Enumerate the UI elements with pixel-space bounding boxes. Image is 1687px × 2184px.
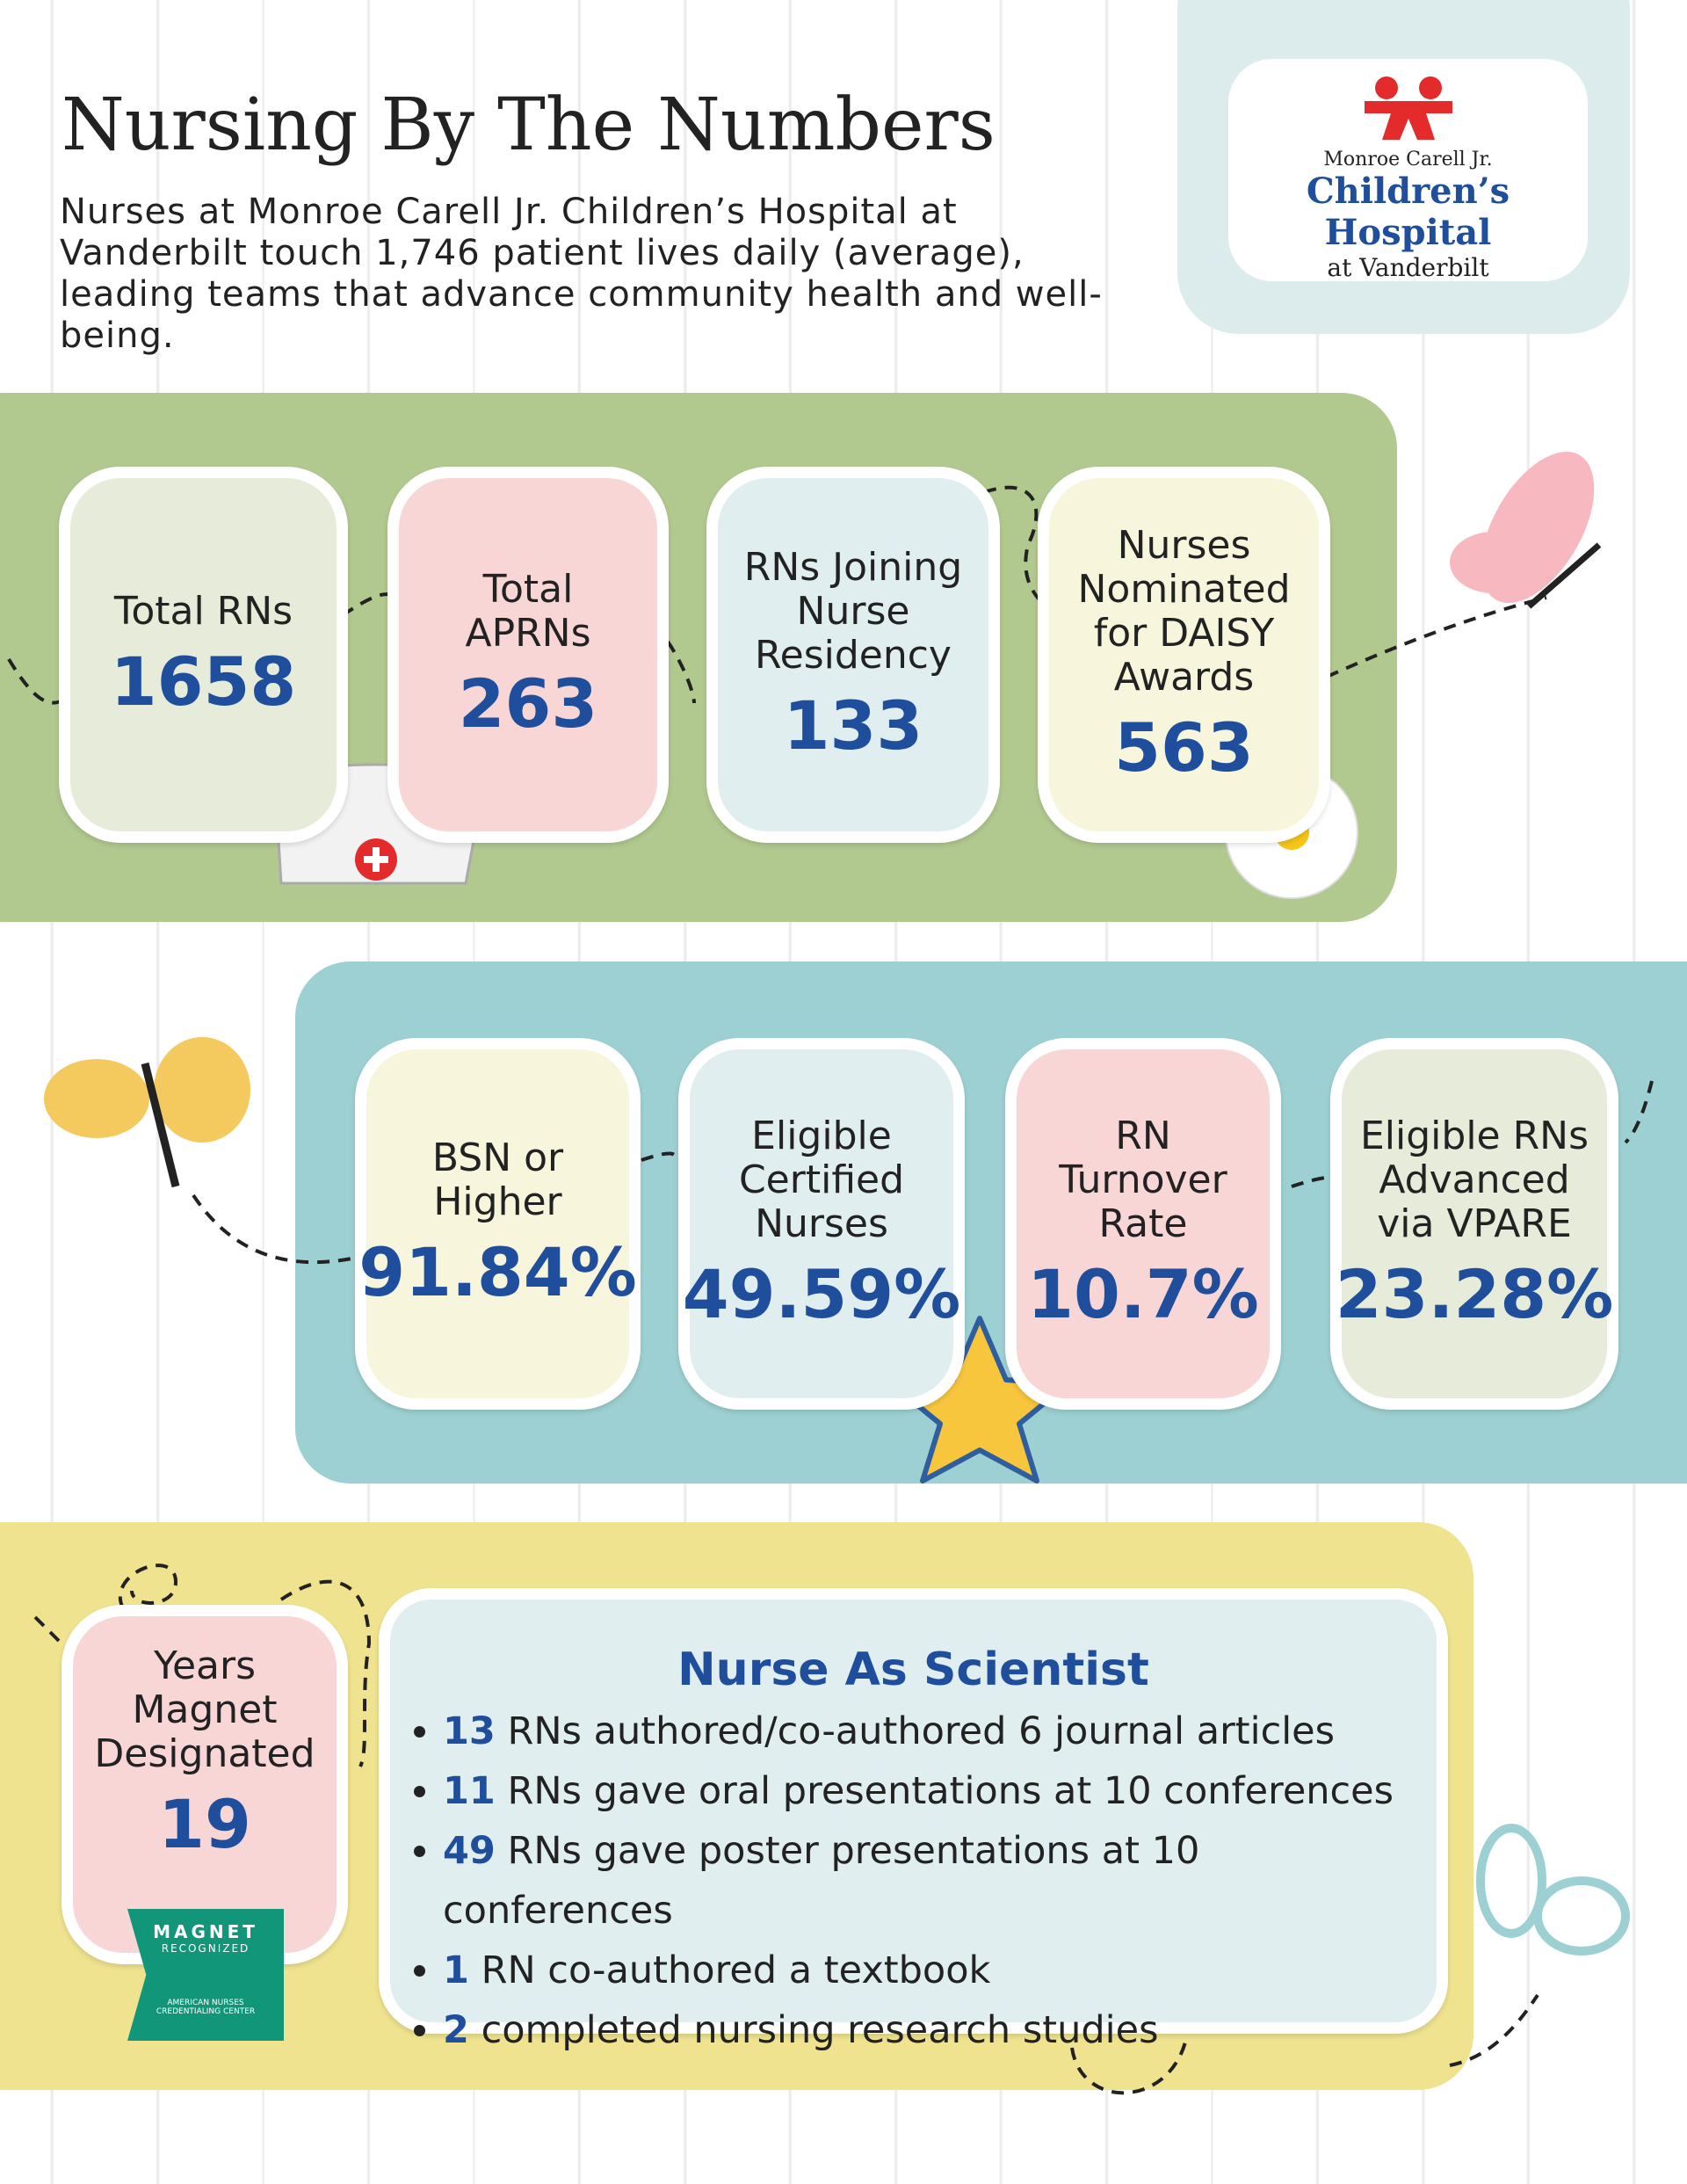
badge-title: MAGNET	[153, 1921, 258, 1942]
scientist-title: Nurse As Scientist	[677, 1643, 1149, 1696]
scientist-item: 11 RNs gave oral presentations at 10 con…	[443, 1761, 1437, 1821]
item-number: 49	[443, 1829, 496, 1873]
item-number: 1	[443, 1948, 469, 1992]
stat-label: Eligible RNs Advanced via VPARE	[1359, 1114, 1589, 1246]
magnet-value: 19	[158, 1785, 251, 1863]
stat-label: BSN or Higher	[431, 1136, 564, 1224]
intro: Nurses at Monroe Carell Jr. Children’s H…	[60, 192, 1103, 356]
logo-figures	[1364, 76, 1452, 140]
scientist-list: 13 RNs authored/co-authored 6 journal ar…	[390, 1701, 1437, 2060]
item-text: RN co-authored a textbook	[481, 1948, 991, 1992]
scientist-item: 2 completed nursing research studies	[443, 2000, 1437, 2060]
stat-card: Nurses Nominated for DAISY Awards 563	[1038, 467, 1330, 843]
stat-label: Total RNs	[113, 588, 293, 634]
magnet-label: Years Magnet Designated	[94, 1643, 315, 1776]
stat-label: Total APRNs	[465, 566, 591, 656]
stat-value: 23.28%	[1335, 1255, 1614, 1333]
stat-label: Eligible Certified Nurses	[738, 1114, 905, 1246]
scientist-item: 49 RNs gave poster presentations at 10 c…	[443, 1821, 1437, 1941]
scientist-item: 13 RNs authored/co-authored 6 journal ar…	[443, 1701, 1437, 1761]
stat-card: RN Turnover Rate 10.7%	[1005, 1038, 1281, 1410]
stat-value: 1658	[110, 642, 297, 721]
magnet-card: Years Magnet Designated 19	[62, 1605, 348, 1964]
logo-top: Monroe Carell Jr.	[1323, 149, 1493, 171]
logo-name: Children’s Hospital	[1306, 171, 1510, 253]
stat-card: Total APRNs 263	[387, 467, 669, 843]
butterfly-yellow	[44, 1037, 250, 1188]
butterfly-blue	[1476, 1824, 1630, 1955]
item-text: completed nursing research studies	[481, 2008, 1159, 2052]
stat-card: BSN or Higher 91.84%	[355, 1038, 641, 1410]
badge-subtitle: RECOGNIZED	[161, 1942, 250, 1955]
stat-label: RN Turnover Rate	[1059, 1114, 1227, 1246]
stat-label: RNs Joining Nurse Residency	[743, 544, 963, 678]
butterfly-pink	[1450, 452, 1602, 609]
badge-org: AMERICAN NURSES CREDENTIALING CENTER	[156, 1999, 256, 2016]
item-text: RNs gave poster presentations at 10 conf…	[443, 1829, 1200, 1933]
logo-bottom: at Vanderbilt	[1327, 253, 1489, 282]
item-number: 11	[443, 1769, 496, 1813]
item-number: 2	[443, 2008, 469, 2052]
magnet-badge: MAGNET RECOGNIZED AMERICAN NURSES CREDEN…	[127, 1909, 284, 2041]
stat-card: Total RNs 1658	[59, 467, 348, 843]
stat-value: 10.7%	[1027, 1255, 1259, 1333]
scientist-item: 1 RN co-authored a textbook	[443, 1941, 1437, 2000]
stat-value: 263	[458, 664, 598, 743]
item-text: RNs gave oral presentations at 10 confer…	[507, 1769, 1394, 1813]
item-text: RNs authored/co-authored 6 journal artic…	[507, 1709, 1336, 1753]
stat-value: 133	[783, 686, 923, 765]
stat-label: Nurses Nominated for DAISY Awards	[1077, 522, 1291, 700]
stat-value: 49.59%	[682, 1255, 961, 1333]
stat-value: 563	[1114, 707, 1254, 787]
title: Nursing By The Numbers	[62, 83, 996, 167]
stat-card: Eligible RNs Advanced via VPARE 23.28%	[1330, 1038, 1618, 1410]
stat-value: 91.84%	[358, 1233, 637, 1311]
logo: Monroe Carell Jr. Children’s Hospital at…	[1228, 59, 1588, 282]
item-number: 13	[443, 1709, 496, 1753]
stat-card: Eligible Certified Nurses 49.59%	[678, 1038, 965, 1410]
scientist-card: Nurse As Scientist 13 RNs authored/co-au…	[379, 1588, 1448, 2052]
stat-card: RNs Joining Nurse Residency 133	[706, 467, 1000, 843]
